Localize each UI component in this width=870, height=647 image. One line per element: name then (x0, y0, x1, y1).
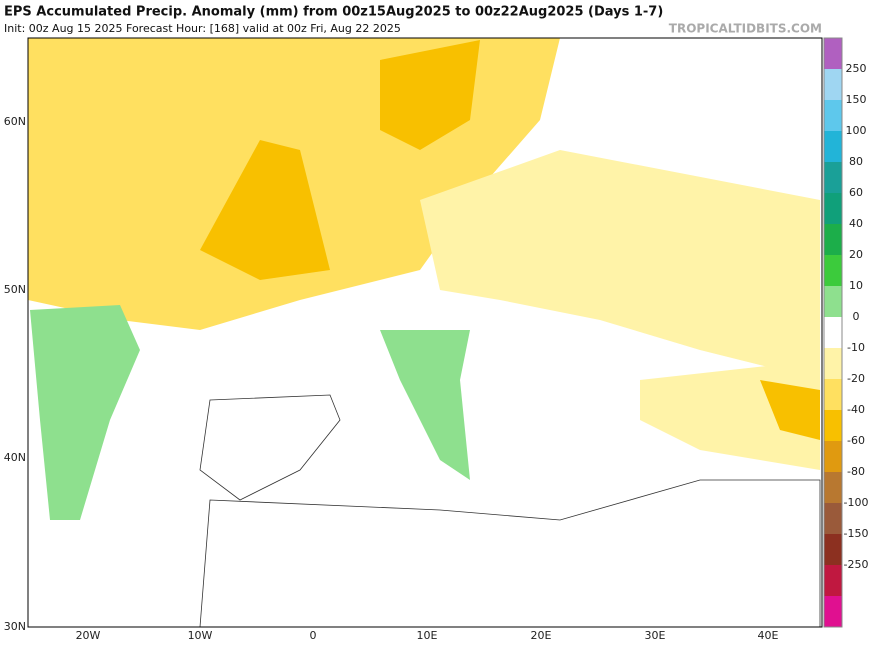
anomaly-dry-europe (420, 150, 820, 380)
colorbar-swatch (824, 503, 842, 535)
colorbar-swatch (824, 255, 842, 287)
colorbar-swatch (824, 286, 842, 318)
colorbar-label: 80 (849, 155, 863, 168)
colorbar-swatch (824, 224, 842, 256)
colorbar-swatch (824, 472, 842, 504)
colorbar-swatch (824, 565, 842, 597)
colorbar-swatch (824, 69, 842, 101)
colorbar-swatch (824, 131, 842, 163)
colorbar-label: -100 (844, 496, 869, 509)
title: EPS Accumulated Precip. Anomaly (mm) fro… (4, 5, 663, 20)
lat-label: 30N (4, 620, 26, 633)
colorbar-swatch (824, 441, 842, 473)
colorbar-label: -10 (847, 341, 865, 354)
colorbar-label: -20 (847, 372, 865, 385)
colorbar-swatch (824, 379, 842, 411)
colorbar-label: 0 (853, 310, 860, 323)
colorbar-frame (823, 37, 843, 628)
lat-label: 40N (4, 451, 26, 464)
lon-label: 0 (310, 629, 317, 642)
colorbar-label: -60 (847, 434, 865, 447)
anomaly-dry-caucasus (760, 380, 820, 440)
colorbar-swatch (824, 596, 842, 628)
colorbar-label: 20 (849, 248, 863, 261)
colorbar-label: 60 (849, 186, 863, 199)
colorbar-label: 250 (846, 62, 867, 75)
anomaly-wet-atlantic (30, 305, 140, 520)
colorbar-swatch (824, 410, 842, 442)
colorbar-swatch (824, 162, 842, 194)
anomaly-british-isles (200, 140, 330, 280)
lon-label: 20E (531, 629, 552, 642)
anomaly-wet-alps (380, 330, 470, 480)
colorbar-swatch (824, 534, 842, 566)
subtitle: Init: 00z Aug 15 2025 Forecast Hour: [16… (4, 22, 401, 35)
watermark: TROPICALTIDBITS.COM (669, 22, 822, 36)
colorbar-label: -40 (847, 403, 865, 416)
lon-label: 40E (758, 629, 779, 642)
lon-label: 20W (76, 629, 101, 642)
colorbar-swatch (824, 317, 842, 349)
colorbar-swatch (824, 100, 842, 132)
colorbar-swatch (824, 348, 842, 380)
anomaly-scandinavia (380, 40, 480, 150)
colorbar-swatch (824, 38, 842, 70)
coastline (199, 394, 821, 627)
lat-label: 60N (4, 115, 26, 128)
colorbar-swatch (824, 193, 842, 225)
colorbar-label: 150 (846, 93, 867, 106)
map-frame (27, 37, 823, 628)
lon-label: 10W (188, 629, 213, 642)
colorbar-label: -80 (847, 465, 865, 478)
colorbar-label: -250 (844, 558, 869, 571)
colorbar-label: 40 (849, 217, 863, 230)
lon-label: 30E (645, 629, 666, 642)
map (27, 37, 823, 628)
colorbar-label: 10 (849, 279, 863, 292)
colorbar-label: 100 (846, 124, 867, 137)
lat-label: 50N (4, 283, 26, 296)
lon-label: 10E (417, 629, 438, 642)
colorbar-label: -150 (844, 527, 869, 540)
